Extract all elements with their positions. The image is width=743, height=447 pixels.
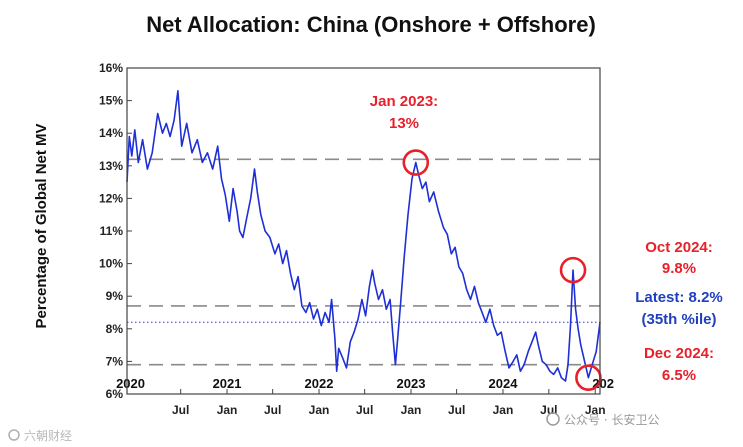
watermark-right: 公众号 · 长安卫公 (546, 412, 659, 427)
y-tick-label: 11% (100, 224, 124, 238)
watermark-right-text: 公众号 · 长安卫公 (564, 412, 659, 427)
x-year-label: 202 (592, 376, 614, 391)
axis-ticks: 6% 7% 8% 9% 10% 11% 12% 13% 14% 15% 16% 2020 2021 202… (99, 61, 614, 417)
wechat-icon (546, 412, 560, 426)
x-year-label: 2022 (305, 376, 334, 391)
y-tick-label: 7% (106, 354, 124, 368)
annotation-latest-percentile: (35th %ile) (641, 311, 716, 328)
x-year-label: 2020 (116, 376, 145, 391)
highlight-circle (402, 149, 430, 176)
series-layer (126, 90, 601, 382)
watermark-left: 六朝财经 (8, 429, 72, 443)
x-month-label: Jan (585, 403, 606, 417)
annotation-latest: Latest: 8.2% (35th %ile) (635, 289, 723, 328)
annotation-oct-2024: Oct 2024: 9.8% (645, 239, 713, 277)
y-tick-label: 16% (99, 61, 123, 75)
highlight-circles (402, 149, 602, 392)
annotation-jan-2023: Jan 2023: 13% (370, 93, 438, 132)
annotation-dec-2024-label: Dec 2024: (644, 345, 714, 362)
x-month-label: Jul (448, 403, 465, 417)
chart-title: Net Allocation: China (Onshore + Offshor… (146, 12, 596, 37)
x-year-label: 2021 (213, 376, 242, 391)
x-year-label: 2024 (489, 376, 519, 391)
plot-frame (126, 67, 601, 395)
y-tick-label: 8% (106, 322, 124, 336)
annotation-dec-2024: Dec 2024: 6.5% (644, 345, 714, 384)
y-axis-label: Percentage of Global Net MV (33, 123, 50, 328)
x-month-label: Jul (264, 403, 281, 417)
x-month-label: Jan (309, 403, 330, 417)
x-month-label: Jan (493, 403, 514, 417)
annotation-jan-2023-value: 13% (389, 115, 419, 132)
watermark-logo-icon (8, 429, 20, 441)
y-tick-label: 14% (99, 126, 123, 140)
annotation-jan-2023-label: Jan 2023: (370, 93, 438, 110)
x-month-label: Jul (356, 403, 373, 417)
reference-lines (127, 158, 600, 366)
annotation-oct-2024-label: Oct 2024: (645, 239, 713, 256)
y-tick-label: 6% (106, 387, 124, 401)
annotation-dec-2024-value: 6.5% (662, 367, 696, 384)
y-tick-label: 12% (99, 191, 123, 205)
x-year-label: 2023 (397, 376, 426, 391)
y-tick-label: 15% (99, 94, 123, 108)
x-month-label: Jan (217, 403, 238, 417)
y-tick-label: 10% (99, 257, 123, 271)
highlight-circle (559, 256, 587, 284)
annotation-latest-value: Latest: 8.2% (635, 289, 723, 306)
annotation-oct-2024-value: 9.8% (662, 260, 696, 277)
series-line (126, 90, 601, 382)
x-month-label: Jan (401, 403, 422, 417)
y-tick-label: 13% (99, 159, 123, 173)
x-month-label: Jul (172, 403, 189, 417)
watermark-left-text: 六朝财经 (24, 429, 72, 443)
y-tick-label: 9% (106, 289, 124, 303)
